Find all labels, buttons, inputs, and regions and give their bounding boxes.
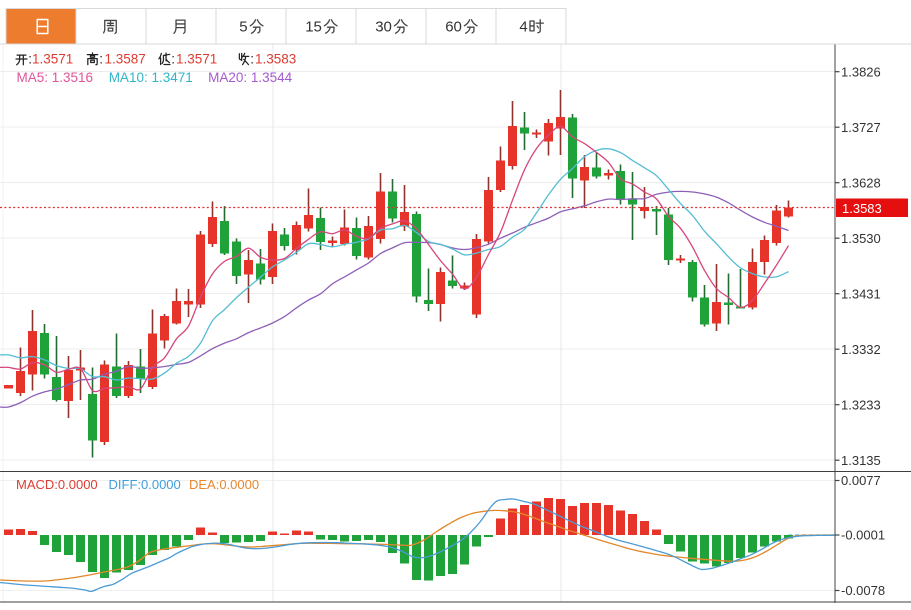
svg-text:1.3628: 1.3628 <box>841 175 881 190</box>
svg-text:MA5: 1.3516: MA5: 1.3516 <box>17 70 94 85</box>
svg-text:1.3135: 1.3135 <box>841 453 881 468</box>
svg-text:MA10: 1.3471: MA10: 1.3471 <box>109 70 193 85</box>
svg-text:4: 4 <box>519 19 527 36</box>
svg-text:60: 60 <box>445 19 462 36</box>
svg-text:1.3530: 1.3530 <box>841 231 881 246</box>
svg-text:1.3583: 1.3583 <box>255 51 296 66</box>
svg-text:5: 5 <box>239 19 247 36</box>
svg-text:15: 15 <box>305 19 322 36</box>
svg-text:0.0077: 0.0077 <box>841 473 881 488</box>
svg-text::: : <box>99 51 103 66</box>
svg-text:MACD:0.0000: MACD:0.0000 <box>16 477 98 492</box>
svg-text:1.3587: 1.3587 <box>105 51 146 66</box>
svg-text:1.3571: 1.3571 <box>176 51 217 66</box>
svg-text:1.3571: 1.3571 <box>32 51 73 66</box>
svg-text:DIFF:0.0000: DIFF:0.0000 <box>109 477 181 492</box>
svg-text:1.3332: 1.3332 <box>841 342 881 357</box>
svg-text:1.3583: 1.3583 <box>842 201 882 216</box>
svg-text:1.3233: 1.3233 <box>841 397 881 412</box>
svg-text:30: 30 <box>375 19 392 36</box>
svg-text:-0.0078: -0.0078 <box>841 583 885 598</box>
svg-text:1.3826: 1.3826 <box>841 64 881 79</box>
svg-text:-0.0001: -0.0001 <box>841 528 885 543</box>
svg-text:1.3431: 1.3431 <box>841 286 881 301</box>
svg-text::: : <box>250 51 254 66</box>
svg-text::: : <box>171 51 175 66</box>
svg-text:MA20: 1.3544: MA20: 1.3544 <box>208 70 293 85</box>
svg-text:1.3727: 1.3727 <box>841 120 881 135</box>
svg-text::: : <box>28 51 32 66</box>
svg-text:DEA:0.0000: DEA:0.0000 <box>189 477 259 492</box>
